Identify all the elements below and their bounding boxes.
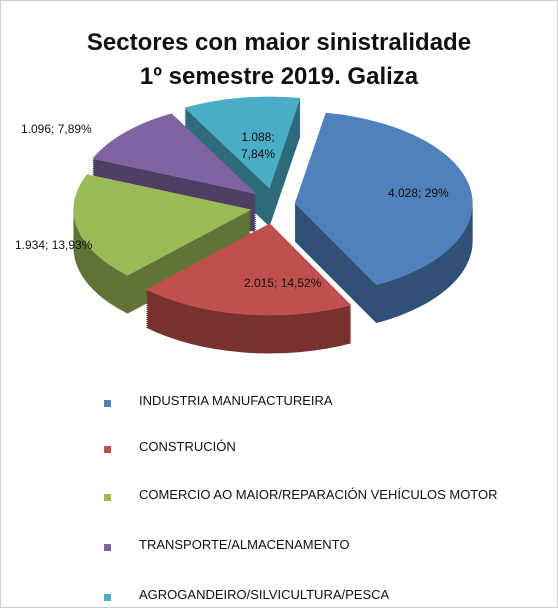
data-label: 2.015; 14,52% (244, 276, 322, 290)
legend-label: COMERCIO AO MAIOR/REPARACIÓN VEHÍCULOS M… (139, 487, 498, 502)
slice (145, 223, 352, 316)
slice (294, 112, 473, 286)
chart-subtitle: 1º semestre 2019. Galiza (139, 63, 419, 90)
legend-label: AGROGANDEIRO/SILVICULTURA/PESCA (139, 587, 390, 602)
legend-swatch (104, 446, 111, 453)
legend-label: CONSTRUCIÓN (139, 439, 236, 454)
legend-swatch (104, 544, 111, 551)
legend-swatch (104, 594, 111, 601)
slice (92, 113, 257, 195)
slice (184, 96, 301, 189)
chart-title: Sectores con maior sinistralidade (86, 29, 472, 56)
legend-swatch (104, 400, 111, 407)
data-label: 1.088; 7,84% (240, 130, 276, 161)
data-label: 4.028; 29% (388, 186, 449, 200)
slice (73, 174, 252, 276)
data-label: 1.934; 13,93% (15, 238, 93, 252)
legend-label: INDUSTRIA MANUFACTUREIRA (139, 393, 333, 408)
legend-label: TRANSPORTE/ALMACENAMENTO (139, 537, 350, 552)
data-label: 1.096; 7,89% (21, 122, 92, 136)
legend-swatch (104, 494, 111, 501)
